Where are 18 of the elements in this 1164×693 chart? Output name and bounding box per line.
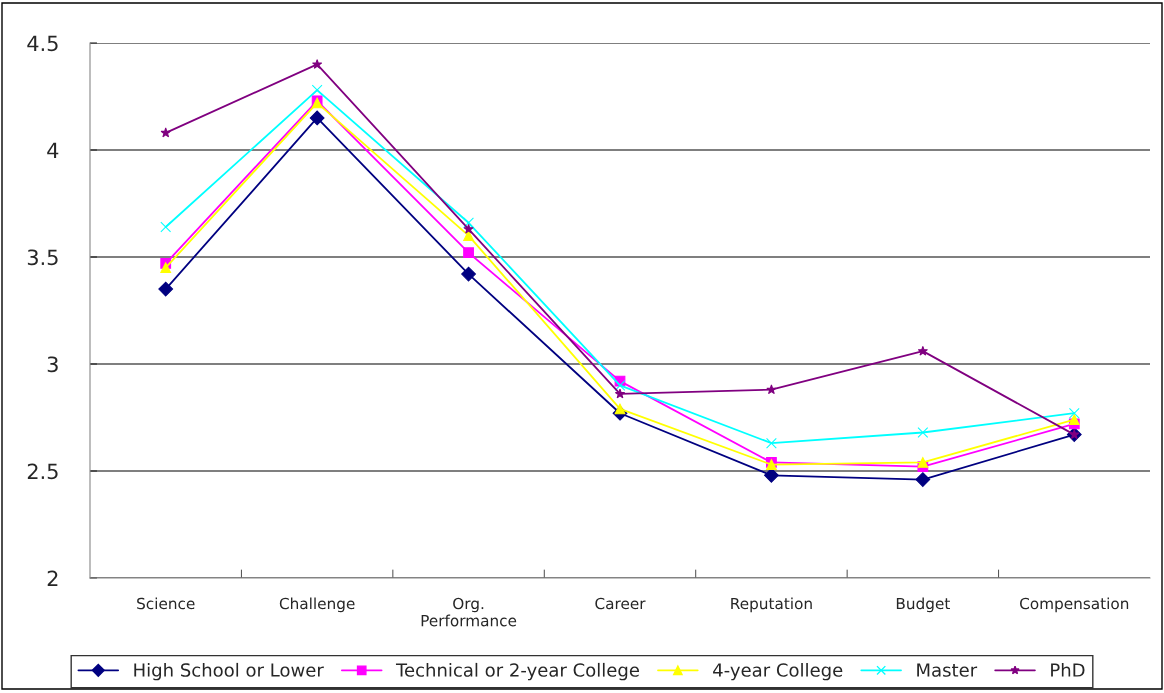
x-tick-label: Challenge <box>279 597 355 613</box>
x-tick-label: Compensation <box>1020 597 1129 613</box>
legend-label: Technical or 2-year College <box>395 662 639 681</box>
y-tick-label: 2.5 <box>27 463 58 480</box>
legend-label: 4-year College <box>713 662 843 681</box>
y-tick-label: 4 <box>47 142 59 158</box>
x-tick-label: Science <box>137 597 195 610</box>
x-tick-label: Career <box>595 597 646 610</box>
y-tick-label: 4.5 <box>27 35 58 52</box>
legend-label: PhD <box>1051 662 1085 677</box>
legend-label: High School or Lower <box>134 662 324 681</box>
y-tick-label: 3 <box>47 356 58 373</box>
y-tick-label: 2 <box>47 570 58 586</box>
legend-label: Master <box>917 663 978 677</box>
x-tick-label: Reputation <box>731 597 812 613</box>
x-tick-label: Budget <box>896 597 950 613</box>
x-tick-label: Org. Performance <box>421 597 517 627</box>
y-tick-label: 3.5 <box>27 249 58 266</box>
